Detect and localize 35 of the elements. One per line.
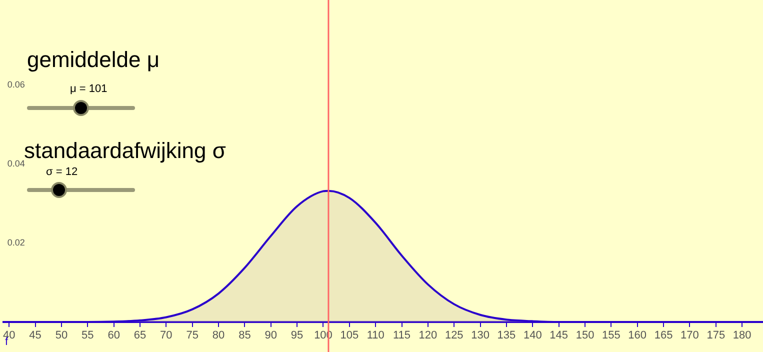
x-tick-label: 50 — [55, 330, 68, 342]
x-tick-label: 165 — [654, 330, 673, 342]
x-tick-label: 75 — [186, 330, 198, 342]
series-label: f — [5, 336, 8, 348]
x-tick-label: 80 — [212, 330, 225, 342]
x-tick-label: 175 — [706, 330, 726, 342]
x-tick-label: 150 — [576, 330, 594, 342]
y-tick-label: 0.02 — [7, 237, 25, 248]
y-tick-label: 0.06 — [7, 79, 25, 90]
x-tick-label: 115 — [392, 330, 411, 342]
x-tick-label: 135 — [497, 330, 516, 342]
annotation: μ = 101 — [70, 83, 108, 95]
annotation: standaardafwijking σ — [24, 138, 226, 163]
x-tick-label: 160 — [628, 330, 647, 342]
x-tick-label: 45 — [29, 330, 42, 342]
x-tick-label: 55 — [82, 330, 94, 342]
x-tick-label: 140 — [523, 330, 542, 342]
x-tick-label: 95 — [290, 330, 304, 342]
x-tick-label: 60 — [108, 330, 120, 342]
x-tick-label: 155 — [602, 330, 620, 342]
x-tick-label: 90 — [264, 330, 278, 342]
x-tick-label: 65 — [134, 330, 146, 342]
x-tick-label: 145 — [550, 330, 568, 342]
x-tick-label: 105 — [340, 330, 359, 342]
x-tick-label: 85 — [238, 330, 251, 342]
x-tick-label: 125 — [444, 330, 464, 342]
x-tick-label: 170 — [680, 330, 699, 342]
y-tick-label: 0.04 — [7, 158, 25, 168]
x-tick-label: 110 — [366, 330, 384, 342]
x-tick-label: 180 — [732, 330, 752, 342]
x-tick-label: 130 — [471, 330, 490, 342]
annotation: σ = 12 — [46, 166, 78, 178]
x-tick-label: 120 — [418, 330, 438, 342]
x-tick-label: 70 — [160, 330, 172, 342]
annotation: gemiddelde μ — [27, 47, 160, 73]
